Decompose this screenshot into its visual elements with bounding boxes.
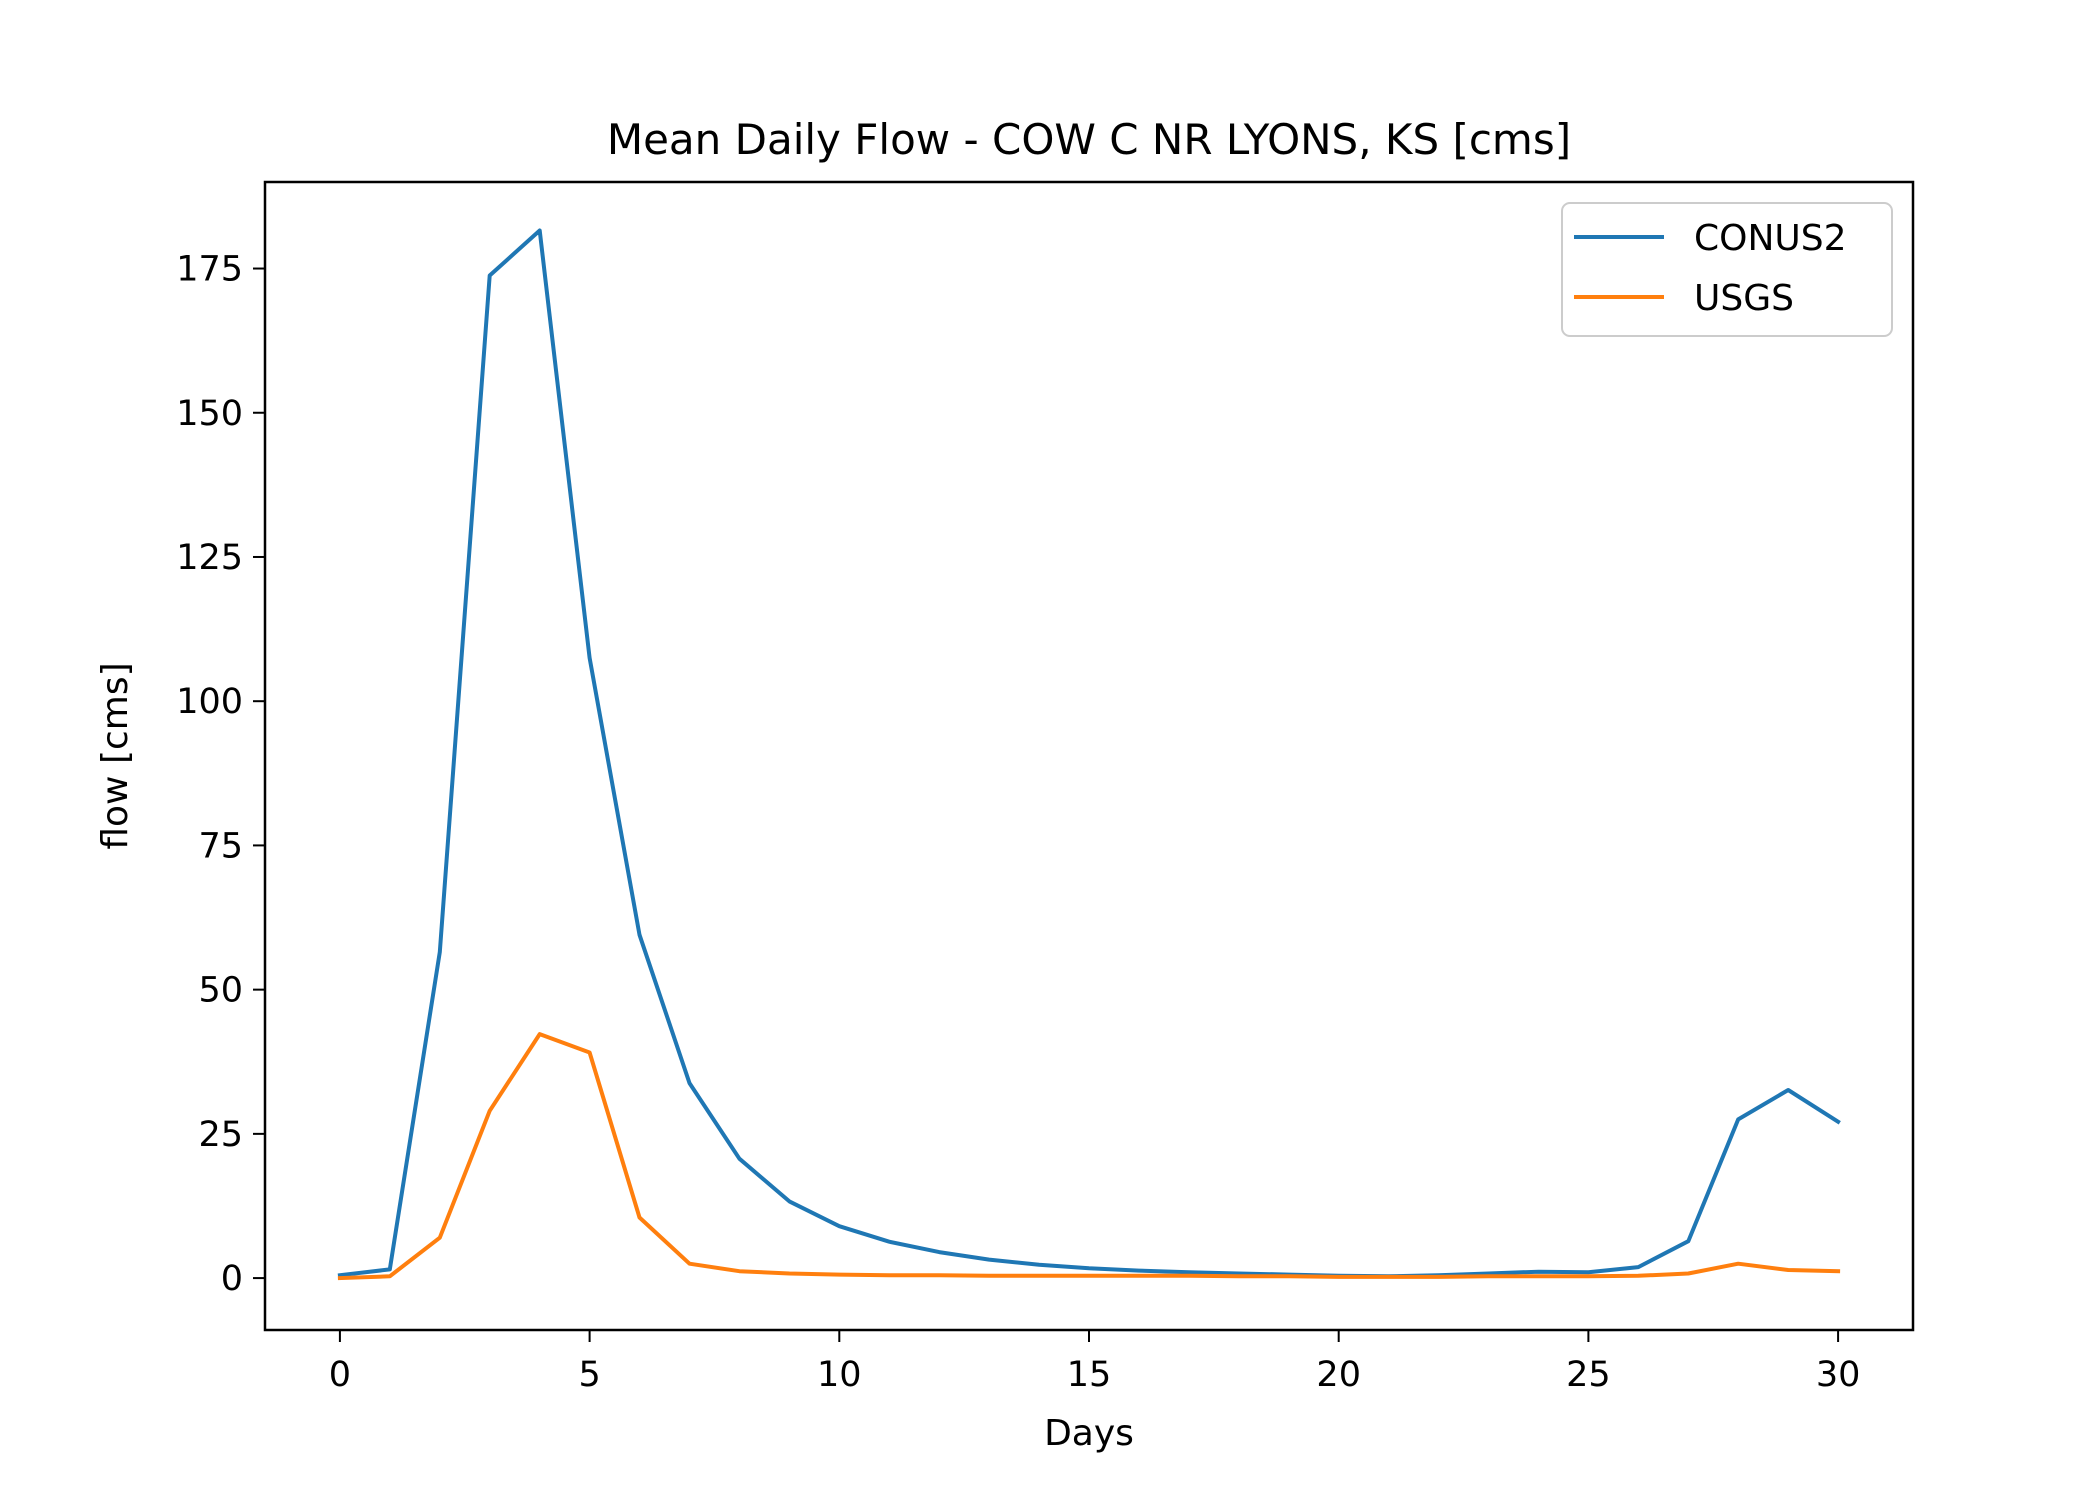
series-line-conus2 xyxy=(337,228,1841,1279)
x-tick-label: 25 xyxy=(1566,1355,1611,1395)
x-tick-label: 20 xyxy=(1316,1355,1361,1395)
legend-label: USGS xyxy=(1694,278,1794,319)
y-tick-label: 100 xyxy=(176,682,243,722)
x-tick-label: 10 xyxy=(817,1355,862,1395)
y-tick-label: 175 xyxy=(176,250,243,290)
y-tick-label: 0 xyxy=(221,1259,243,1299)
x-tick-label: 5 xyxy=(578,1355,600,1395)
axes-frame xyxy=(263,180,1915,1332)
y-tick-label: 150 xyxy=(176,394,243,434)
x-tick-label: 15 xyxy=(1067,1355,1112,1395)
x-axis-label: Days xyxy=(1044,1413,1134,1454)
x-axis: 0 5 10 15 20 25 30 xyxy=(329,1330,1861,1395)
chart-title: Mean Daily Flow - COW C NR LYONS, KS [cm… xyxy=(607,115,1571,164)
y-tick-label: 25 xyxy=(198,1115,243,1155)
y-tick-label: 125 xyxy=(176,538,243,578)
legend: CONUS2 USGS xyxy=(1561,202,1893,337)
y-tick-label: 50 xyxy=(198,971,243,1011)
plot-area xyxy=(337,228,1841,1281)
y-axis-label: flow [cms] xyxy=(95,662,136,849)
y-tick-label: 75 xyxy=(198,826,243,866)
x-tick-label: 30 xyxy=(1816,1355,1861,1395)
x-tick-label: 0 xyxy=(329,1355,351,1395)
series-line-usgs xyxy=(337,1032,1841,1281)
y-axis: 0 25 50 75 100 125 150 175 xyxy=(176,250,265,1299)
legend-label: CONUS2 xyxy=(1694,218,1847,259)
